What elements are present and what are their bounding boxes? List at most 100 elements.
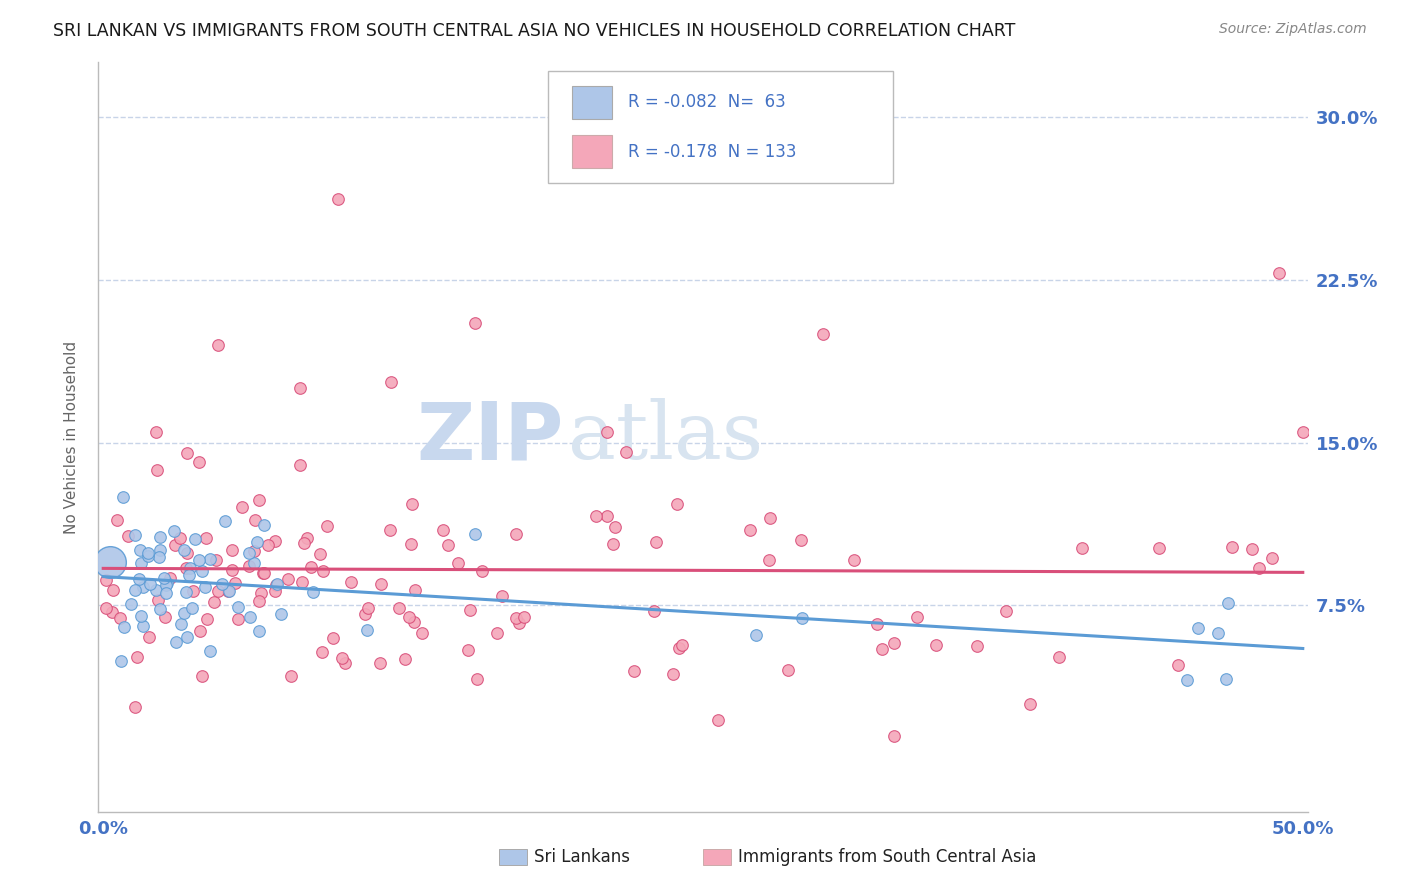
Point [156, 575, 179, 590]
Point [740, 524, 762, 538]
Point [153, 610, 176, 624]
Point [457, 642, 479, 657]
Point [173, 543, 195, 558]
Point [264, 578, 287, 592]
Point [330, 650, 353, 665]
Point [464, 316, 486, 330]
Point [163, 538, 186, 552]
Point [124, 583, 146, 598]
Point [1247, 560, 1270, 574]
Point [370, 576, 392, 591]
Point [309, 547, 332, 561]
Point [165, 634, 187, 648]
Point [125, 650, 148, 665]
Point [1208, 625, 1230, 640]
Point [136, 545, 159, 559]
Point [277, 572, 299, 586]
Point [252, 566, 274, 580]
Text: Immigrants from South Central Asia: Immigrants from South Central Asia [738, 848, 1036, 866]
Point [112, 490, 135, 504]
Point [181, 601, 204, 615]
Point [866, 617, 889, 632]
Point [706, 714, 728, 728]
Point [191, 564, 214, 578]
Text: atlas: atlas [568, 398, 762, 476]
Text: ZIP: ZIP [416, 398, 564, 476]
Point [437, 537, 460, 551]
Point [491, 589, 513, 603]
Text: SRI LANKAN VS IMMIGRANTS FROM SOUTH CENTRAL ASIA NO VEHICLES IN HOUSEHOLD CORREL: SRI LANKAN VS IMMIGRANTS FROM SOUTH CENT… [53, 22, 1015, 40]
Point [311, 645, 333, 659]
Point [149, 602, 172, 616]
Point [128, 572, 150, 586]
Point [149, 543, 172, 558]
Point [149, 531, 172, 545]
Point [596, 509, 619, 524]
Point [170, 616, 193, 631]
Point [202, 595, 225, 609]
Point [188, 553, 211, 567]
Point [883, 636, 905, 650]
Point [94, 600, 117, 615]
Point [198, 644, 221, 658]
Point [671, 638, 693, 652]
Point [253, 566, 276, 580]
Point [471, 564, 494, 578]
Point [132, 619, 155, 633]
Point [153, 571, 176, 585]
Point [925, 639, 948, 653]
Point [357, 600, 380, 615]
Point [155, 578, 177, 592]
Point [204, 553, 226, 567]
Point [411, 626, 433, 640]
Point [1241, 542, 1264, 557]
Point [446, 556, 468, 570]
Point [668, 640, 690, 655]
Point [129, 608, 152, 623]
Point [464, 526, 486, 541]
Point [1047, 650, 1070, 665]
Point [214, 514, 236, 528]
Point [585, 509, 607, 524]
Point [103, 582, 125, 597]
Point [623, 664, 645, 678]
Point [132, 581, 155, 595]
Point [811, 326, 834, 341]
Point [995, 604, 1018, 618]
Point [508, 615, 530, 630]
Point [288, 458, 311, 473]
Point [217, 583, 239, 598]
Point [253, 517, 276, 532]
Point [159, 571, 181, 585]
Point [169, 531, 191, 545]
Point [758, 511, 780, 525]
Text: R = -0.178  N = 133: R = -0.178 N = 133 [628, 143, 797, 161]
Point [211, 576, 233, 591]
Point [340, 575, 363, 590]
Point [270, 607, 292, 622]
Point [105, 513, 128, 527]
Point [378, 523, 401, 537]
Point [1187, 621, 1209, 635]
Point [280, 669, 302, 683]
Point [883, 729, 905, 743]
Point [243, 513, 266, 527]
Point [505, 526, 527, 541]
Point [221, 543, 243, 558]
Point [789, 533, 811, 548]
Point [176, 630, 198, 644]
Point [870, 642, 893, 657]
Point [1268, 266, 1291, 280]
Point [266, 577, 288, 591]
Point [295, 531, 318, 545]
Point [174, 584, 197, 599]
Point [292, 536, 315, 550]
Point [207, 338, 229, 352]
Point [1292, 425, 1315, 439]
Point [368, 656, 391, 670]
Point [110, 653, 132, 667]
Point [299, 560, 322, 574]
Point [194, 581, 217, 595]
Point [188, 624, 211, 638]
Point [301, 584, 323, 599]
